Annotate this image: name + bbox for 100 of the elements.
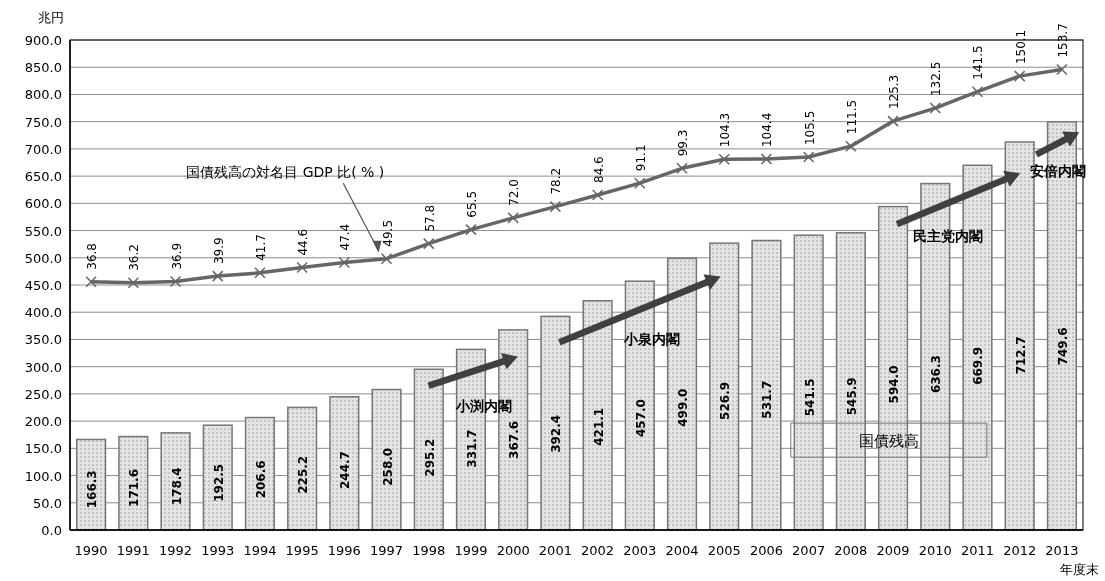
x-tick-label: 1999 xyxy=(454,543,488,558)
y-tick-label: 450.0 xyxy=(24,278,62,293)
data-label: 669.9 xyxy=(971,346,986,385)
data-label: 295.2 xyxy=(422,438,437,477)
x-tick-label: 1995 xyxy=(285,543,319,558)
data-label: 72.0 xyxy=(507,179,522,206)
data-label: 39.9 xyxy=(211,237,226,265)
x-tick-label: 1993 xyxy=(201,543,235,558)
x-tick-label: 1992 xyxy=(158,543,193,558)
data-label: 65.5 xyxy=(464,190,479,218)
x-tick-label: 2008 xyxy=(834,543,868,558)
data-label: 636.3 xyxy=(929,355,944,394)
x-tick-label: 1990 xyxy=(74,543,108,558)
point xyxy=(169,275,182,288)
data-label: 541.5 xyxy=(802,378,817,417)
point xyxy=(211,270,224,282)
data-label: 125.3 xyxy=(887,74,902,110)
point xyxy=(296,261,308,274)
data-label: 421.1 xyxy=(591,407,606,446)
annotation: 小泉内閣 xyxy=(623,331,681,348)
x-tick-label: 2012 xyxy=(1003,543,1037,558)
data-label: 49.5 xyxy=(380,219,395,247)
data-label: 78.2 xyxy=(549,167,564,195)
x-tick-label: 2006 xyxy=(749,543,783,558)
y-tick-label: 100.0 xyxy=(24,468,62,484)
data-label: 244.7 xyxy=(338,451,353,490)
data-label: 105.5 xyxy=(802,110,817,146)
data-label: 104.3 xyxy=(718,112,733,148)
point xyxy=(971,85,984,98)
data-label: 91.1 xyxy=(633,144,648,172)
y-tick-label: 900.0 xyxy=(24,33,62,48)
point xyxy=(887,115,899,127)
annotation: 安倍内閣 xyxy=(1029,162,1086,179)
data-label: 36.9 xyxy=(169,242,184,270)
data-label: 99.3 xyxy=(676,129,691,157)
data-label: 594.0 xyxy=(887,365,902,404)
annotation: 民主党内閣 xyxy=(912,228,983,244)
y-tick-label: 400.0 xyxy=(24,305,62,321)
data-label: 749.6 xyxy=(1055,327,1070,366)
data-label: 41.7 xyxy=(253,234,268,261)
y-axis-title: 兆円 xyxy=(38,10,64,25)
x-tick-label: 2004 xyxy=(665,543,699,558)
data-label: 526.9 xyxy=(718,381,733,420)
x-axis-title: 年度末 xyxy=(1060,562,1099,577)
data-label: 712.7 xyxy=(1013,336,1028,375)
x-tick-label: 2011 xyxy=(960,543,995,558)
data-label: 104.4 xyxy=(760,112,775,148)
x-tick-label: 2001 xyxy=(538,543,572,558)
data-label: 178.4 xyxy=(169,467,184,506)
data-label: 57.8 xyxy=(422,204,437,232)
point xyxy=(254,267,266,279)
x-tick-label: 2003 xyxy=(623,543,657,558)
x-tick-label: 1991 xyxy=(116,543,150,558)
data-label: 44.6 xyxy=(296,228,311,256)
x-tick-label: 2005 xyxy=(707,543,741,558)
x-tick-label: 2002 xyxy=(581,543,615,558)
x-tick-label: 2010 xyxy=(918,543,952,558)
point xyxy=(338,256,351,269)
y-tick-label: 200.0 xyxy=(24,414,62,430)
y-tick-label: 550.0 xyxy=(24,223,62,239)
data-label: 36.2 xyxy=(127,244,142,271)
y-tick-label: 250.0 xyxy=(24,386,62,402)
data-label: 545.9 xyxy=(844,377,859,416)
data-label: 331.7 xyxy=(464,429,479,468)
y-tick-label: 800.0 xyxy=(24,87,62,103)
text: 国債残高の対名目 GDP 比( % ) xyxy=(186,164,385,181)
series-label: 国債残高 xyxy=(858,432,919,451)
y-tick-label: 150.0 xyxy=(24,441,62,457)
data-label: 225.2 xyxy=(296,455,311,494)
data-label: 84.6 xyxy=(591,156,606,183)
data-label: 150.1 xyxy=(1013,29,1028,65)
data-label: 392.4 xyxy=(549,414,564,453)
data-label: 258.0 xyxy=(380,447,395,486)
y-tick-label: 600.0 xyxy=(24,196,62,212)
point xyxy=(1013,70,1026,82)
point xyxy=(591,189,604,201)
point xyxy=(127,277,140,289)
data-label: 36.8 xyxy=(85,243,100,270)
x-tick-label: 1996 xyxy=(327,543,361,558)
point xyxy=(465,223,477,236)
y-tick-label: 650.0 xyxy=(24,169,62,185)
data-label: 457.0 xyxy=(633,399,648,438)
point xyxy=(1056,63,1068,76)
x-tick-label: 1997 xyxy=(370,543,404,558)
y-tick-label: 500.0 xyxy=(24,250,62,266)
point xyxy=(760,153,773,165)
x-tick-label: 2013 xyxy=(1045,543,1079,558)
y-tick-label: 0.0 xyxy=(41,523,62,538)
point xyxy=(380,252,393,265)
data-label: 153.7 xyxy=(1055,23,1070,58)
data-label: 47.4 xyxy=(338,223,353,251)
x-tick-label: 2009 xyxy=(876,543,910,558)
y-tick-label: 50.0 xyxy=(33,495,62,511)
y-tick-label: 700.0 xyxy=(24,141,62,157)
point xyxy=(676,162,688,175)
point xyxy=(802,151,815,163)
point xyxy=(549,200,562,213)
point xyxy=(634,177,646,189)
point xyxy=(845,140,857,152)
data-label: 141.5 xyxy=(971,45,986,80)
